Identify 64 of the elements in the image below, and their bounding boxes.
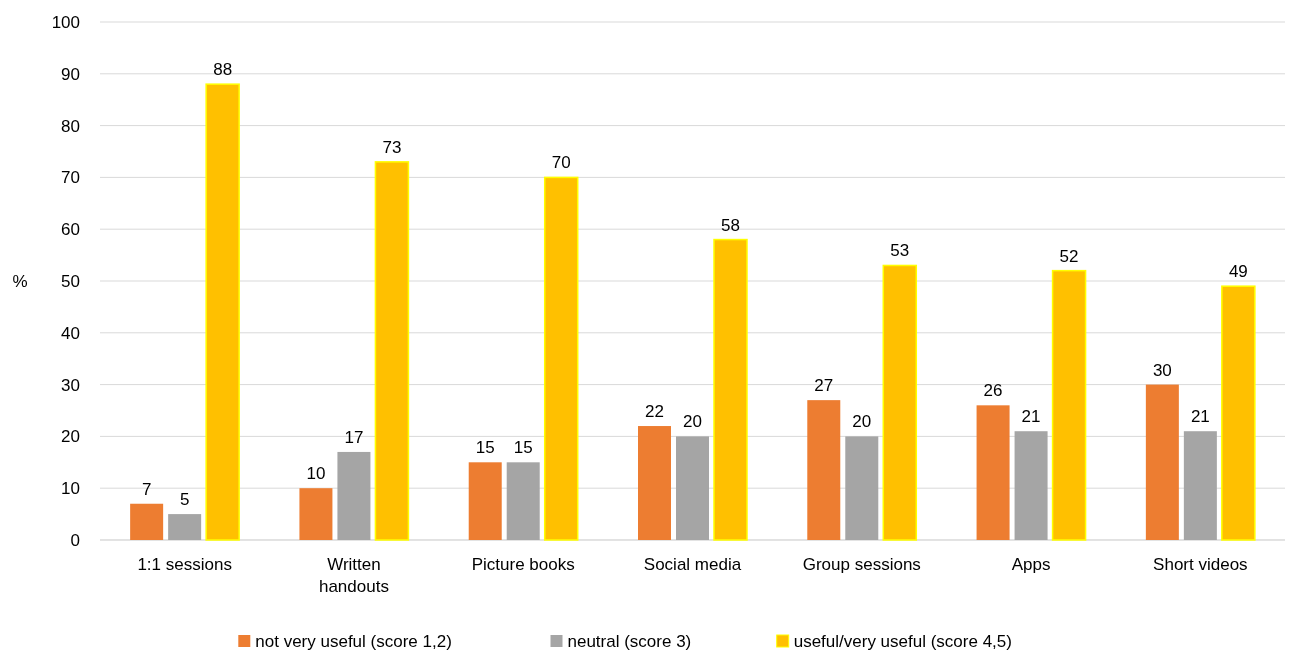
- bar: [713, 238, 748, 541]
- y-tick-label: 20: [61, 427, 80, 447]
- bar: [506, 462, 540, 540]
- bar: [1051, 269, 1087, 541]
- y-tick-label: 0: [70, 530, 80, 550]
- bar: [1145, 384, 1179, 540]
- x-tick-label: Social media: [643, 555, 742, 574]
- y-tick-label: 30: [61, 375, 80, 395]
- x-tick-label: Written handouts: [318, 555, 389, 596]
- bar: [676, 436, 709, 540]
- bar: [807, 400, 841, 540]
- bar: [882, 264, 918, 541]
- data-label: 27: [814, 376, 834, 396]
- data-label: 49: [1228, 262, 1248, 282]
- data-label: 15: [513, 438, 533, 458]
- data-label: 53: [890, 241, 910, 261]
- data-label: 73: [382, 137, 402, 157]
- bar: [205, 83, 240, 541]
- y-tick-label: 80: [61, 116, 80, 136]
- data-label: 15: [475, 438, 495, 458]
- data-label: 52: [1059, 246, 1079, 266]
- x-tick-label: Group sessions: [802, 555, 921, 574]
- data-label: 26: [983, 381, 1003, 401]
- data-label: 20: [683, 412, 702, 432]
- legend-label: not very useful (score 1,2): [255, 632, 452, 651]
- x-tick-label: 1:1 sessions: [137, 555, 232, 574]
- data-label: 7: [141, 479, 152, 499]
- bar: [543, 176, 579, 541]
- bar: [976, 405, 1010, 540]
- bar: [130, 503, 164, 540]
- x-tick-label: Short videos: [1153, 555, 1248, 574]
- x-tick-label: Picture books: [471, 555, 575, 574]
- y-tick-label: 50: [61, 271, 80, 291]
- data-label: 21: [1021, 407, 1041, 427]
- data-label: 10: [306, 464, 326, 484]
- y-tick-label: 100: [51, 12, 80, 32]
- data-label: 30: [1152, 360, 1172, 380]
- y-axis-title: %: [12, 271, 28, 291]
- data-label: 88: [213, 60, 233, 80]
- data-label: 21: [1190, 407, 1210, 427]
- y-tick-label: 70: [61, 168, 80, 188]
- data-label: 20: [852, 412, 872, 432]
- data-label: 5: [179, 490, 190, 510]
- y-tick-label: 90: [61, 64, 80, 84]
- x-tick-label: Apps: [1011, 555, 1051, 574]
- bar: [337, 451, 371, 540]
- bar: [1014, 431, 1048, 540]
- bar: [1221, 285, 1256, 541]
- bar: [845, 436, 879, 540]
- y-tick-label: 60: [61, 220, 80, 240]
- legend-label: useful/very useful (score 4,5): [793, 632, 1012, 651]
- bar: [299, 488, 333, 540]
- bar: [1183, 431, 1217, 540]
- legend-label: neutral (score 3): [567, 632, 692, 651]
- bar: [374, 161, 410, 541]
- bar: [168, 514, 202, 540]
- data-label: 58: [721, 215, 740, 235]
- bar: [638, 426, 671, 540]
- data-label: 70: [551, 153, 571, 173]
- data-label: 22: [645, 402, 664, 422]
- data-label: 17: [344, 427, 364, 447]
- y-tick-label: 10: [61, 479, 80, 499]
- y-tick-label: 40: [61, 323, 80, 343]
- bar: [468, 462, 502, 540]
